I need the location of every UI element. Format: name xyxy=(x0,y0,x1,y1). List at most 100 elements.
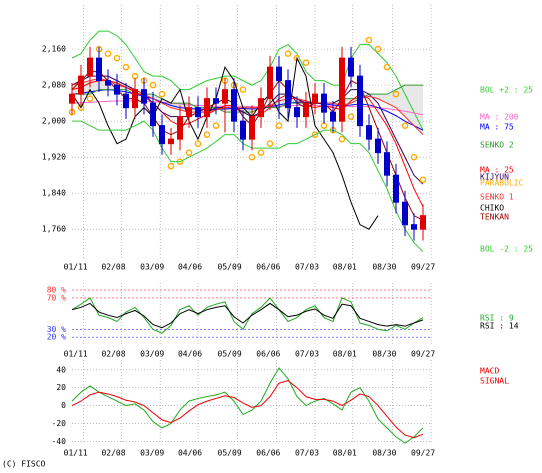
x-tick-label: 01/11 xyxy=(64,449,88,458)
y-tick-label: 2,000 xyxy=(42,117,66,126)
parabolic-dot xyxy=(383,63,391,71)
candle-body xyxy=(249,116,255,140)
y-tick-label: 40 xyxy=(56,365,66,374)
y-tick-label: 1,840 xyxy=(42,189,66,198)
legend-label: MA : 200 xyxy=(480,113,519,122)
candle-body xyxy=(150,102,156,127)
x-tick-label: 07/03 xyxy=(295,263,319,272)
candle-body xyxy=(186,107,192,118)
parabolic-dot xyxy=(149,81,157,89)
parabolic-dot xyxy=(311,131,319,138)
candle-body xyxy=(159,125,165,145)
x-tick-label: 08/30 xyxy=(372,449,396,458)
parabolic-dot xyxy=(158,90,166,98)
parabolic-dot xyxy=(275,122,283,129)
y-tick-label: 0 xyxy=(61,401,66,410)
candle-body xyxy=(312,93,318,104)
candle-body xyxy=(177,116,183,140)
candle-body xyxy=(222,89,228,104)
candle-body xyxy=(168,138,174,145)
parabolic-dot xyxy=(401,122,409,129)
parabolic-dot xyxy=(320,122,328,129)
x-tick-label: 08/01 xyxy=(333,449,357,458)
x-tick-label: 06/06 xyxy=(256,350,280,359)
legend-label: BOL -2 : 25 xyxy=(480,245,533,254)
x-tick-label: 08/30 xyxy=(372,263,396,272)
candle-body xyxy=(330,111,336,122)
legend-label: MACD xyxy=(480,367,499,376)
parabolic-dot xyxy=(302,59,310,66)
parabolic-dot xyxy=(104,50,112,57)
x-tick-label: 03/09 xyxy=(140,449,164,458)
y-tick-label: -20 xyxy=(52,419,67,428)
candle-body xyxy=(204,98,210,118)
y-tick-label: 30 % xyxy=(47,325,66,334)
x-tick-label: 01/11 xyxy=(64,350,88,359)
legend-label: KIJYUN xyxy=(480,173,509,182)
candle-body xyxy=(114,84,120,95)
parabolic-dot xyxy=(131,72,139,80)
series-line xyxy=(71,75,424,185)
legend-label: RSI : 9 xyxy=(480,314,514,323)
candle-body xyxy=(240,120,246,140)
parabolic-dot xyxy=(410,153,418,161)
parabolic-dot xyxy=(266,140,274,147)
x-tick-label: 08/30 xyxy=(372,350,396,359)
legend-label: SIGNAL xyxy=(480,377,509,386)
parabolic-dot xyxy=(392,90,400,98)
candle-body xyxy=(78,75,84,95)
parabolic-dot xyxy=(338,135,346,143)
series-line xyxy=(71,297,424,334)
candle-body xyxy=(366,125,372,140)
y-tick-label: 80 % xyxy=(47,286,66,295)
parabolic-dot xyxy=(194,140,202,147)
x-tick-label: 04/06 xyxy=(178,263,202,272)
legend-label: CHIKO xyxy=(480,204,504,213)
parabolic-dot xyxy=(113,54,121,62)
x-tick-label: 07/03 xyxy=(295,449,319,458)
x-tick-label: 09/27 xyxy=(411,263,435,272)
series-line xyxy=(71,379,424,439)
x-tick-label: 07/03 xyxy=(295,350,319,359)
y-tick-label: 1,760 xyxy=(42,225,66,234)
series-line xyxy=(71,89,424,131)
x-tick-label: 06/06 xyxy=(256,449,280,458)
parabolic-dot xyxy=(239,86,247,93)
candle-body xyxy=(231,89,237,122)
x-tick-label: 09/27 xyxy=(411,350,435,359)
legend-label: TENKAN xyxy=(480,213,509,222)
candle-body xyxy=(294,107,300,118)
candle-body xyxy=(321,93,327,113)
candle-body xyxy=(96,57,102,82)
legend-label: BOL +2 : 25 xyxy=(480,86,533,95)
x-tick-label: 02/08 xyxy=(101,449,125,458)
y-tick-label: 2,160 xyxy=(42,45,66,54)
candle-body xyxy=(267,66,273,100)
candle-body xyxy=(384,152,390,176)
candle-body xyxy=(393,174,399,203)
y-tick-label: 20 xyxy=(56,383,66,392)
series-line xyxy=(71,56,379,230)
candle-body xyxy=(420,215,426,230)
legend-label: RSI : 14 xyxy=(480,322,519,331)
parabolic-dot xyxy=(248,153,256,161)
candle-body xyxy=(411,224,417,230)
footer: (C) FISCO xyxy=(2,460,46,469)
candle-body xyxy=(69,93,75,104)
y-tick-label: 2,080 xyxy=(42,81,66,90)
parabolic-dot xyxy=(284,50,292,57)
candle-body xyxy=(123,93,129,109)
x-tick-label: 09/27 xyxy=(411,449,435,458)
x-tick-label: 01/11 xyxy=(64,263,88,272)
candle-body xyxy=(195,107,201,118)
x-tick-label: 05/09 xyxy=(218,263,242,272)
y-tick-label: 1,920 xyxy=(42,153,66,162)
series-line xyxy=(71,367,424,444)
x-tick-label: 04/06 xyxy=(178,350,202,359)
x-tick-label: 02/08 xyxy=(101,350,125,359)
series-line xyxy=(72,120,424,253)
parabolic-dot xyxy=(419,176,427,183)
x-tick-label: 03/09 xyxy=(140,263,164,272)
candle-body xyxy=(258,98,264,118)
